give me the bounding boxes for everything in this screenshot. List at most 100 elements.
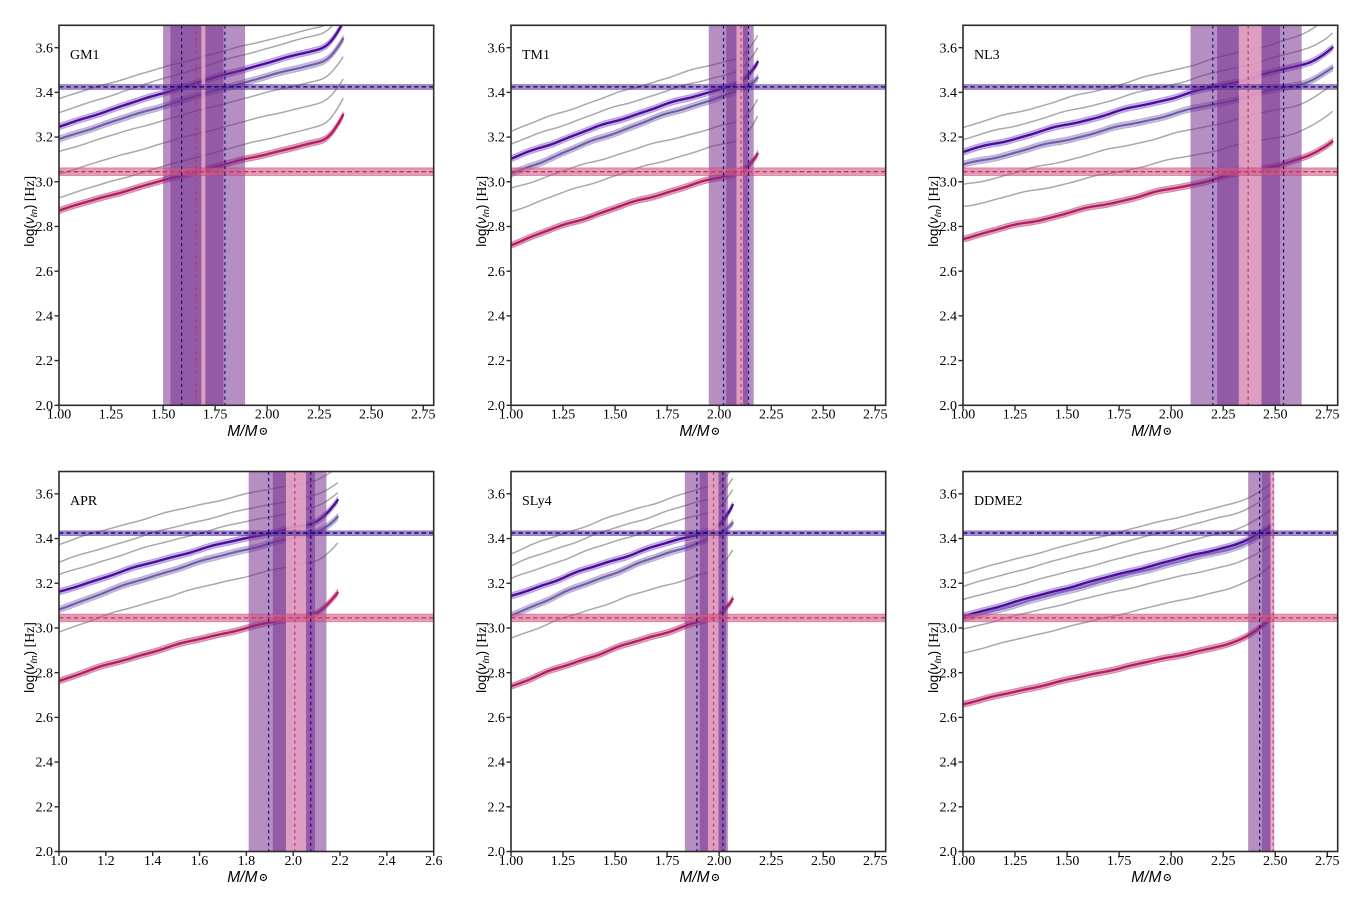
svg-text:1.50: 1.50 bbox=[1055, 408, 1080, 423]
svg-text:2.75: 2.75 bbox=[1315, 854, 1340, 869]
svg-text:2.4: 2.4 bbox=[940, 309, 958, 324]
svg-text:1.75: 1.75 bbox=[203, 408, 228, 423]
svg-text:2.4: 2.4 bbox=[488, 756, 506, 771]
svg-text:2.00: 2.00 bbox=[707, 408, 732, 423]
svg-text:3.2: 3.2 bbox=[940, 577, 958, 592]
svg-text:1.50: 1.50 bbox=[151, 408, 176, 423]
svg-text:3.6: 3.6 bbox=[36, 41, 54, 56]
svg-text:3.4: 3.4 bbox=[36, 532, 54, 547]
svg-text:2.50: 2.50 bbox=[1263, 854, 1288, 869]
svg-text:2.75: 2.75 bbox=[863, 854, 888, 869]
svg-text:2.0: 2.0 bbox=[488, 399, 506, 414]
svg-text:1.25: 1.25 bbox=[1003, 408, 1028, 423]
svg-text:1.6: 1.6 bbox=[191, 854, 209, 869]
svg-text:1.25: 1.25 bbox=[551, 854, 576, 869]
svg-text:2.0: 2.0 bbox=[36, 399, 54, 414]
svg-text:M/M: M/M bbox=[1131, 423, 1161, 440]
svg-text:2.00: 2.00 bbox=[1159, 408, 1184, 423]
svg-text:3.6: 3.6 bbox=[488, 487, 506, 502]
svg-text:1.0: 1.0 bbox=[50, 854, 68, 869]
svg-text:3.4: 3.4 bbox=[940, 532, 958, 547]
svg-text:2.25: 2.25 bbox=[307, 408, 332, 423]
svg-text:3.6: 3.6 bbox=[36, 487, 54, 502]
svg-text:3.0: 3.0 bbox=[488, 622, 506, 637]
svg-text:2.6: 2.6 bbox=[36, 265, 54, 280]
svg-text:1.00: 1.00 bbox=[47, 408, 72, 423]
svg-text:3.0: 3.0 bbox=[940, 175, 958, 190]
svg-text:2.8: 2.8 bbox=[940, 220, 958, 235]
svg-text:2.0: 2.0 bbox=[940, 845, 958, 860]
svg-text:M/M: M/M bbox=[679, 869, 709, 886]
svg-text:1.75: 1.75 bbox=[1107, 408, 1132, 423]
svg-text:3.4: 3.4 bbox=[488, 86, 506, 101]
svg-text:2.4: 2.4 bbox=[940, 756, 958, 771]
svg-text:2.2: 2.2 bbox=[488, 354, 506, 369]
svg-text:3.4: 3.4 bbox=[36, 86, 54, 101]
svg-text:1.50: 1.50 bbox=[1055, 854, 1080, 869]
svg-text:1.25: 1.25 bbox=[551, 408, 576, 423]
svg-text:2.0: 2.0 bbox=[940, 399, 958, 414]
svg-text:2.6: 2.6 bbox=[488, 265, 506, 280]
svg-text:3.4: 3.4 bbox=[940, 86, 958, 101]
svg-text:2.25: 2.25 bbox=[1211, 408, 1236, 423]
svg-text:1.00: 1.00 bbox=[951, 408, 976, 423]
svg-text:2.6: 2.6 bbox=[425, 854, 443, 869]
svg-text:2.0: 2.0 bbox=[36, 845, 54, 860]
svg-text:2.0: 2.0 bbox=[488, 845, 506, 860]
svg-text:3.2: 3.2 bbox=[36, 577, 54, 592]
svg-text:3.6: 3.6 bbox=[488, 41, 506, 56]
svg-text:2.75: 2.75 bbox=[1315, 408, 1340, 423]
svg-text:1.8: 1.8 bbox=[238, 854, 256, 869]
svg-text:2.4: 2.4 bbox=[488, 309, 506, 324]
svg-text:2.8: 2.8 bbox=[488, 220, 506, 235]
svg-text:2.50: 2.50 bbox=[359, 408, 384, 423]
svg-text:2.50: 2.50 bbox=[811, 854, 836, 869]
svg-text:2.8: 2.8 bbox=[36, 220, 54, 235]
svg-text:1.00: 1.00 bbox=[951, 854, 976, 869]
svg-text:1.50: 1.50 bbox=[603, 408, 628, 423]
svg-text:M/M: M/M bbox=[227, 423, 257, 440]
svg-text:2.6: 2.6 bbox=[488, 711, 506, 726]
svg-text:SLy4: SLy4 bbox=[522, 494, 552, 509]
svg-text:TM1: TM1 bbox=[522, 48, 550, 63]
svg-text:GM1: GM1 bbox=[70, 48, 100, 63]
svg-text:3.0: 3.0 bbox=[940, 622, 958, 637]
svg-text:3.0: 3.0 bbox=[36, 622, 54, 637]
svg-text:3.0: 3.0 bbox=[488, 175, 506, 190]
svg-text:M/M: M/M bbox=[679, 423, 709, 440]
svg-text:1.2: 1.2 bbox=[97, 854, 115, 869]
svg-text:3.0: 3.0 bbox=[36, 175, 54, 190]
svg-text:1.50: 1.50 bbox=[603, 854, 628, 869]
svg-text:3.2: 3.2 bbox=[488, 131, 506, 146]
svg-text:2.8: 2.8 bbox=[36, 666, 54, 681]
svg-text:log(νℓn) [Hz]: log(νℓn) [Hz] bbox=[926, 622, 943, 693]
svg-text:2.00: 2.00 bbox=[255, 408, 280, 423]
svg-text:log(νℓn) [Hz]: log(νℓn) [Hz] bbox=[22, 622, 39, 693]
svg-text:3.2: 3.2 bbox=[940, 131, 958, 146]
svg-text:2.2: 2.2 bbox=[36, 354, 54, 369]
svg-text:2.8: 2.8 bbox=[940, 666, 958, 681]
svg-text:3.2: 3.2 bbox=[488, 577, 506, 592]
svg-text:1.00: 1.00 bbox=[499, 854, 524, 869]
svg-text:2.2: 2.2 bbox=[36, 800, 54, 815]
svg-text:2.0: 2.0 bbox=[284, 854, 302, 869]
svg-text:1.75: 1.75 bbox=[655, 408, 680, 423]
svg-text:1.75: 1.75 bbox=[655, 854, 680, 869]
svg-text:2.6: 2.6 bbox=[940, 711, 958, 726]
svg-text:2.50: 2.50 bbox=[811, 408, 836, 423]
svg-text:3.4: 3.4 bbox=[488, 532, 506, 547]
svg-text:3.6: 3.6 bbox=[940, 41, 958, 56]
svg-text:log(νℓn) [Hz]: log(νℓn) [Hz] bbox=[22, 176, 39, 247]
svg-text:log(νℓn) [Hz]: log(νℓn) [Hz] bbox=[474, 176, 491, 247]
svg-text:2.25: 2.25 bbox=[759, 854, 784, 869]
svg-text:log(νℓn) [Hz]: log(νℓn) [Hz] bbox=[474, 622, 491, 693]
svg-text:2.2: 2.2 bbox=[488, 800, 506, 815]
svg-text:2.50: 2.50 bbox=[1263, 408, 1288, 423]
svg-text:2.4: 2.4 bbox=[36, 309, 54, 324]
svg-text:M/M: M/M bbox=[1131, 869, 1161, 886]
svg-text:M/M: M/M bbox=[227, 869, 257, 886]
svg-text:2.6: 2.6 bbox=[36, 711, 54, 726]
svg-text:2.4: 2.4 bbox=[36, 756, 54, 771]
svg-text:2.6: 2.6 bbox=[940, 265, 958, 280]
svg-text:1.4: 1.4 bbox=[144, 854, 162, 869]
